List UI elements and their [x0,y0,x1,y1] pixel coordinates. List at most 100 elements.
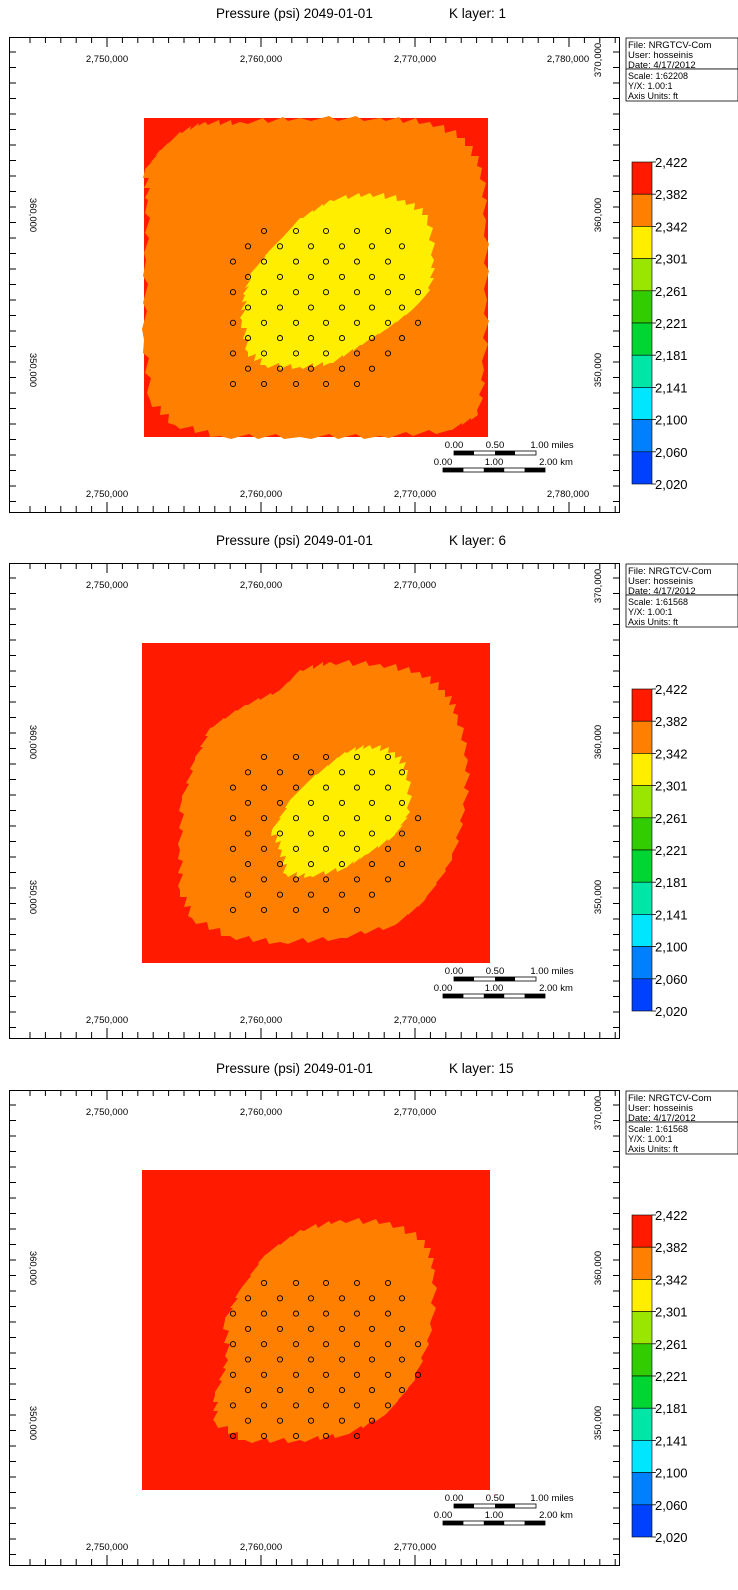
info-units: Axis Units: ft [628,1144,679,1154]
legend-label: 2,100 [655,413,688,428]
legend-swatch [632,194,652,226]
legend-label: 2,301 [655,1305,688,1320]
legend-label: 2,060 [655,972,688,987]
legend-label: 2,141 [655,380,688,395]
scalebar-km-seg [525,468,545,472]
scalebar-mile-1: 0.50 [486,966,505,977]
x-tick-label-top: 2,770,000 [394,1107,436,1118]
scalebar-mile-seg [495,1504,515,1508]
legend-label: 2,422 [655,682,688,697]
legend-label: 2,020 [655,1004,688,1019]
x-tick-label-bottom: 2,750,000 [86,1542,128,1553]
scalebar-km-0: 0.00 [434,457,453,468]
legend-swatch [632,1440,652,1472]
layer-label: K layer: 1 [449,6,506,21]
legend-swatch [632,1279,652,1311]
scalebar-mile-1: 0.50 [486,440,505,451]
legend-swatch [632,1376,652,1408]
scalebar-km-2: 2.00 km [539,1510,573,1521]
legend-label: 2,342 [655,219,688,234]
legend-swatch [632,947,652,979]
legend-swatch [632,786,652,818]
scalebar-mile-seg [495,977,515,981]
legend-swatch [632,721,652,753]
legend-swatch [632,818,652,850]
layer-label: K layer: 6 [449,533,506,548]
legend-label: 2,100 [655,940,688,955]
legend-label: 2,422 [655,155,688,170]
legend-swatch [632,162,652,194]
scalebar-km-2: 2.00 km [539,983,573,994]
legend-label: 2,181 [655,875,688,890]
x-tick-label-bottom: 2,780,000 [547,489,589,500]
info-units: Axis Units: ft [628,617,679,627]
legend-label: 2,382 [655,714,688,729]
info-date: Date: 4/17/2012 [628,586,696,597]
legend-swatch [632,753,652,785]
x-tick-label-bottom: 2,770,000 [394,489,436,500]
legend-label: 2,422 [655,1208,688,1223]
y-tick-label-right: 370,000 [593,43,604,77]
legend-label: 2,100 [655,1466,688,1481]
y-tick-label-right: 360,000 [593,725,604,759]
legend-label: 2,020 [655,477,688,492]
legend-swatch [632,1473,652,1505]
y-tick-label-right: 360,000 [593,198,604,232]
scalebar-km-seg [443,994,463,998]
y-tick-label-left: 350,000 [27,1406,38,1440]
scalebar-km-seg [443,1521,463,1525]
x-tick-label-top: 2,770,000 [394,54,436,65]
legend-label: 2,342 [655,746,688,761]
y-tick-label-right: 350,000 [593,1406,604,1440]
info-date: Date: 4/17/2012 [628,1113,696,1124]
legend-swatch [632,914,652,946]
y-tick-label-left: 350,000 [27,880,38,914]
legend-swatch [632,1505,652,1537]
legend-label: 2,261 [655,1337,688,1352]
legend-swatch [632,291,652,323]
legend-label: 2,141 [655,1433,688,1448]
scalebar-mile-seg [454,1504,474,1508]
scalebar-km-seg [484,1521,504,1525]
legend-swatch [632,1215,652,1247]
scalebar-km-1: 1.00 [485,457,504,468]
scalebar-mile-seg [454,977,474,981]
legend-swatch [632,1247,652,1279]
scalebar-km-1: 1.00 [485,983,504,994]
scalebar-mile-0: 0.00 [445,440,464,451]
x-tick-label-bottom: 2,770,000 [394,1542,436,1553]
x-tick-label-bottom: 2,770,000 [394,1015,436,1026]
info-yx: Y/X: 1.00:1 [628,607,673,617]
legend-swatch [632,882,652,914]
y-tick-label-right: 370,000 [593,1096,604,1130]
legend-swatch [632,1344,652,1376]
x-tick-label-top: 2,780,000 [547,54,589,65]
info-scale: Scale: 1:61568 [628,1124,688,1134]
legend-swatch [632,387,652,419]
legend-swatch [632,323,652,355]
scalebar-km-seg [525,994,545,998]
layer-label: K layer: 15 [449,1061,514,1076]
legend-label: 2,301 [655,779,688,794]
legend-swatch [632,420,652,452]
x-tick-label-bottom: 2,760,000 [240,1542,282,1553]
legend-label: 2,221 [655,316,688,331]
info-scale: Scale: 1:62208 [628,71,688,81]
y-tick-label-right: 350,000 [593,353,604,387]
legend-label: 2,382 [655,1240,688,1255]
y-tick-label-left: 360,000 [27,198,38,232]
scalebar-mile-seg [495,451,515,455]
x-tick-label-bottom: 2,750,000 [86,1015,128,1026]
info-yx: Y/X: 1.00:1 [628,81,673,91]
legend-label: 2,181 [655,1401,688,1416]
scalebar-km-seg [484,994,504,998]
scalebar-km-0: 0.00 [434,983,453,994]
color-legend: 2,4222,3822,3422,3012,2612,2212,1812,141… [632,155,688,492]
chart-title: Pressure (psi) 2049-01-01 [216,6,373,21]
x-tick-label-top: 2,750,000 [86,54,128,65]
